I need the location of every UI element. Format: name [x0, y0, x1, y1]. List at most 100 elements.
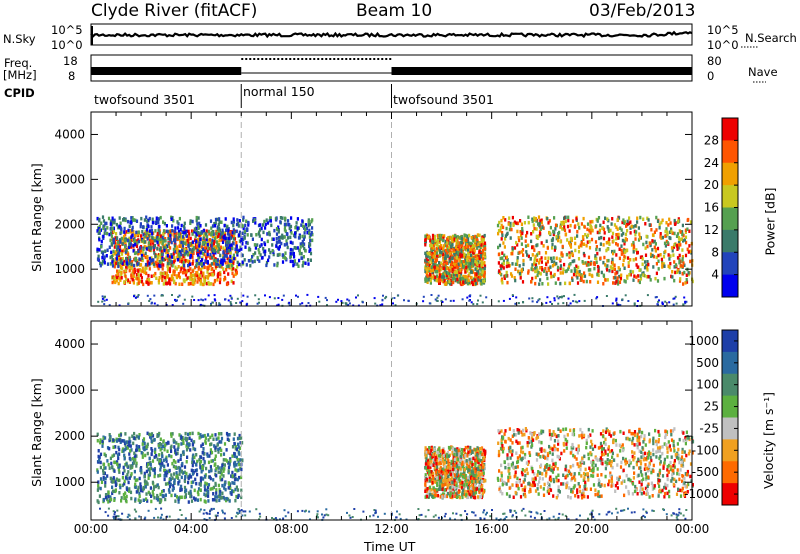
- power-cell: [165, 224, 168, 228]
- velocity-cell: [163, 447, 166, 452]
- power-cell: [225, 249, 228, 254]
- velocity-cell: [215, 437, 218, 441]
- velocity-cell: [146, 431, 149, 436]
- power-cell: [544, 251, 548, 255]
- power-cell: [110, 243, 113, 247]
- power-cell: [110, 250, 113, 255]
- velocity-cell: [234, 473, 237, 477]
- power-cell: [228, 244, 231, 248]
- power-cell: [140, 216, 143, 221]
- power-cell: [205, 237, 208, 242]
- velocity-cell: [97, 483, 100, 488]
- power-cell: [261, 255, 264, 260]
- power-cell: [230, 220, 233, 225]
- power-cell: [439, 252, 442, 257]
- power-cell: [176, 226, 180, 230]
- power-cell: [638, 280, 641, 285]
- power-cell: [666, 232, 669, 237]
- velocity-cell: [226, 459, 229, 463]
- power-cell: [161, 278, 164, 282]
- power-cell: [465, 241, 468, 245]
- power-cell: [464, 270, 467, 274]
- power-cell: [469, 247, 472, 252]
- velocity-cell: [167, 440, 170, 445]
- power-cell: [650, 228, 653, 232]
- power-cell: [175, 231, 178, 236]
- velocity-cell: [143, 441, 146, 446]
- power-cell: [141, 250, 144, 254]
- power-cell: [185, 238, 188, 243]
- power-cell: [502, 261, 505, 266]
- power-cell: [165, 245, 168, 250]
- velocity-cell: [129, 449, 132, 453]
- power-cell: [110, 254, 113, 259]
- velocity-cell: [107, 490, 110, 494]
- power-cell: [219, 263, 222, 267]
- power-cell: [135, 239, 138, 243]
- power-cell: [221, 235, 224, 239]
- power-cell: [204, 249, 207, 253]
- power-cell: [471, 248, 474, 252]
- power-cell: [301, 244, 304, 248]
- power-cell: [225, 268, 228, 272]
- power-cell: [284, 216, 287, 221]
- power-cell: [606, 278, 609, 282]
- power-cell: [629, 269, 632, 274]
- power-cell: [128, 224, 131, 228]
- power-cell: [667, 253, 670, 257]
- power-cell: [164, 239, 167, 243]
- velocity-cell: [207, 438, 210, 442]
- power-cell: [101, 259, 104, 264]
- power-cell: [609, 265, 612, 269]
- power-cell: [620, 244, 623, 248]
- power-cell: [294, 231, 297, 235]
- power-cell: [174, 237, 177, 242]
- velocity-cell: [150, 499, 153, 504]
- power-cell: [156, 264, 159, 268]
- velocity-cell: [183, 485, 187, 490]
- power-cell: [691, 279, 694, 284]
- power-cell: [162, 229, 166, 233]
- power-cell: [260, 243, 263, 247]
- power-cell: [480, 282, 483, 286]
- velocity-cell: [125, 494, 128, 499]
- power-cell: [517, 269, 520, 274]
- velocity-cell: [199, 435, 203, 439]
- power-cell: [669, 230, 672, 234]
- power-ground-cell: [348, 302, 351, 305]
- power-cell: [203, 281, 206, 285]
- velocity-cell: [175, 471, 178, 475]
- power-cell: [234, 272, 237, 277]
- power-cell: [146, 263, 149, 267]
- freq-label: Freq.: [4, 56, 33, 70]
- velocity-cell: [99, 486, 102, 491]
- power-cell: [166, 261, 169, 266]
- power-cell: [599, 242, 602, 246]
- power-ground-cell: [422, 295, 425, 298]
- velocity-cell: [234, 460, 237, 465]
- power-cell: [199, 224, 202, 228]
- velocity-cell: [129, 464, 132, 468]
- velocity-cell: [234, 487, 237, 492]
- velocity-cell: [217, 470, 220, 474]
- power-cell: [222, 258, 225, 263]
- power-cell: [501, 233, 504, 237]
- power-cell: [667, 223, 670, 227]
- power-cell: [448, 268, 451, 273]
- velocity-cell: [109, 456, 112, 461]
- power-cell: [435, 274, 438, 278]
- power-cell: [497, 231, 500, 236]
- power-cell: [594, 256, 597, 260]
- velocity-cell: [114, 480, 117, 484]
- power-cell: [649, 252, 653, 257]
- velocity-cell: [163, 464, 166, 469]
- velocity-cell: [237, 493, 240, 498]
- power-cell: [148, 261, 151, 266]
- power-cell: [160, 252, 164, 256]
- power-cell: [540, 241, 543, 245]
- power-cell: [530, 239, 533, 244]
- power-cell: [432, 255, 435, 260]
- velocity-cell: [149, 486, 152, 490]
- power-ground-cell: [436, 296, 439, 299]
- velocity-cell: [159, 437, 162, 441]
